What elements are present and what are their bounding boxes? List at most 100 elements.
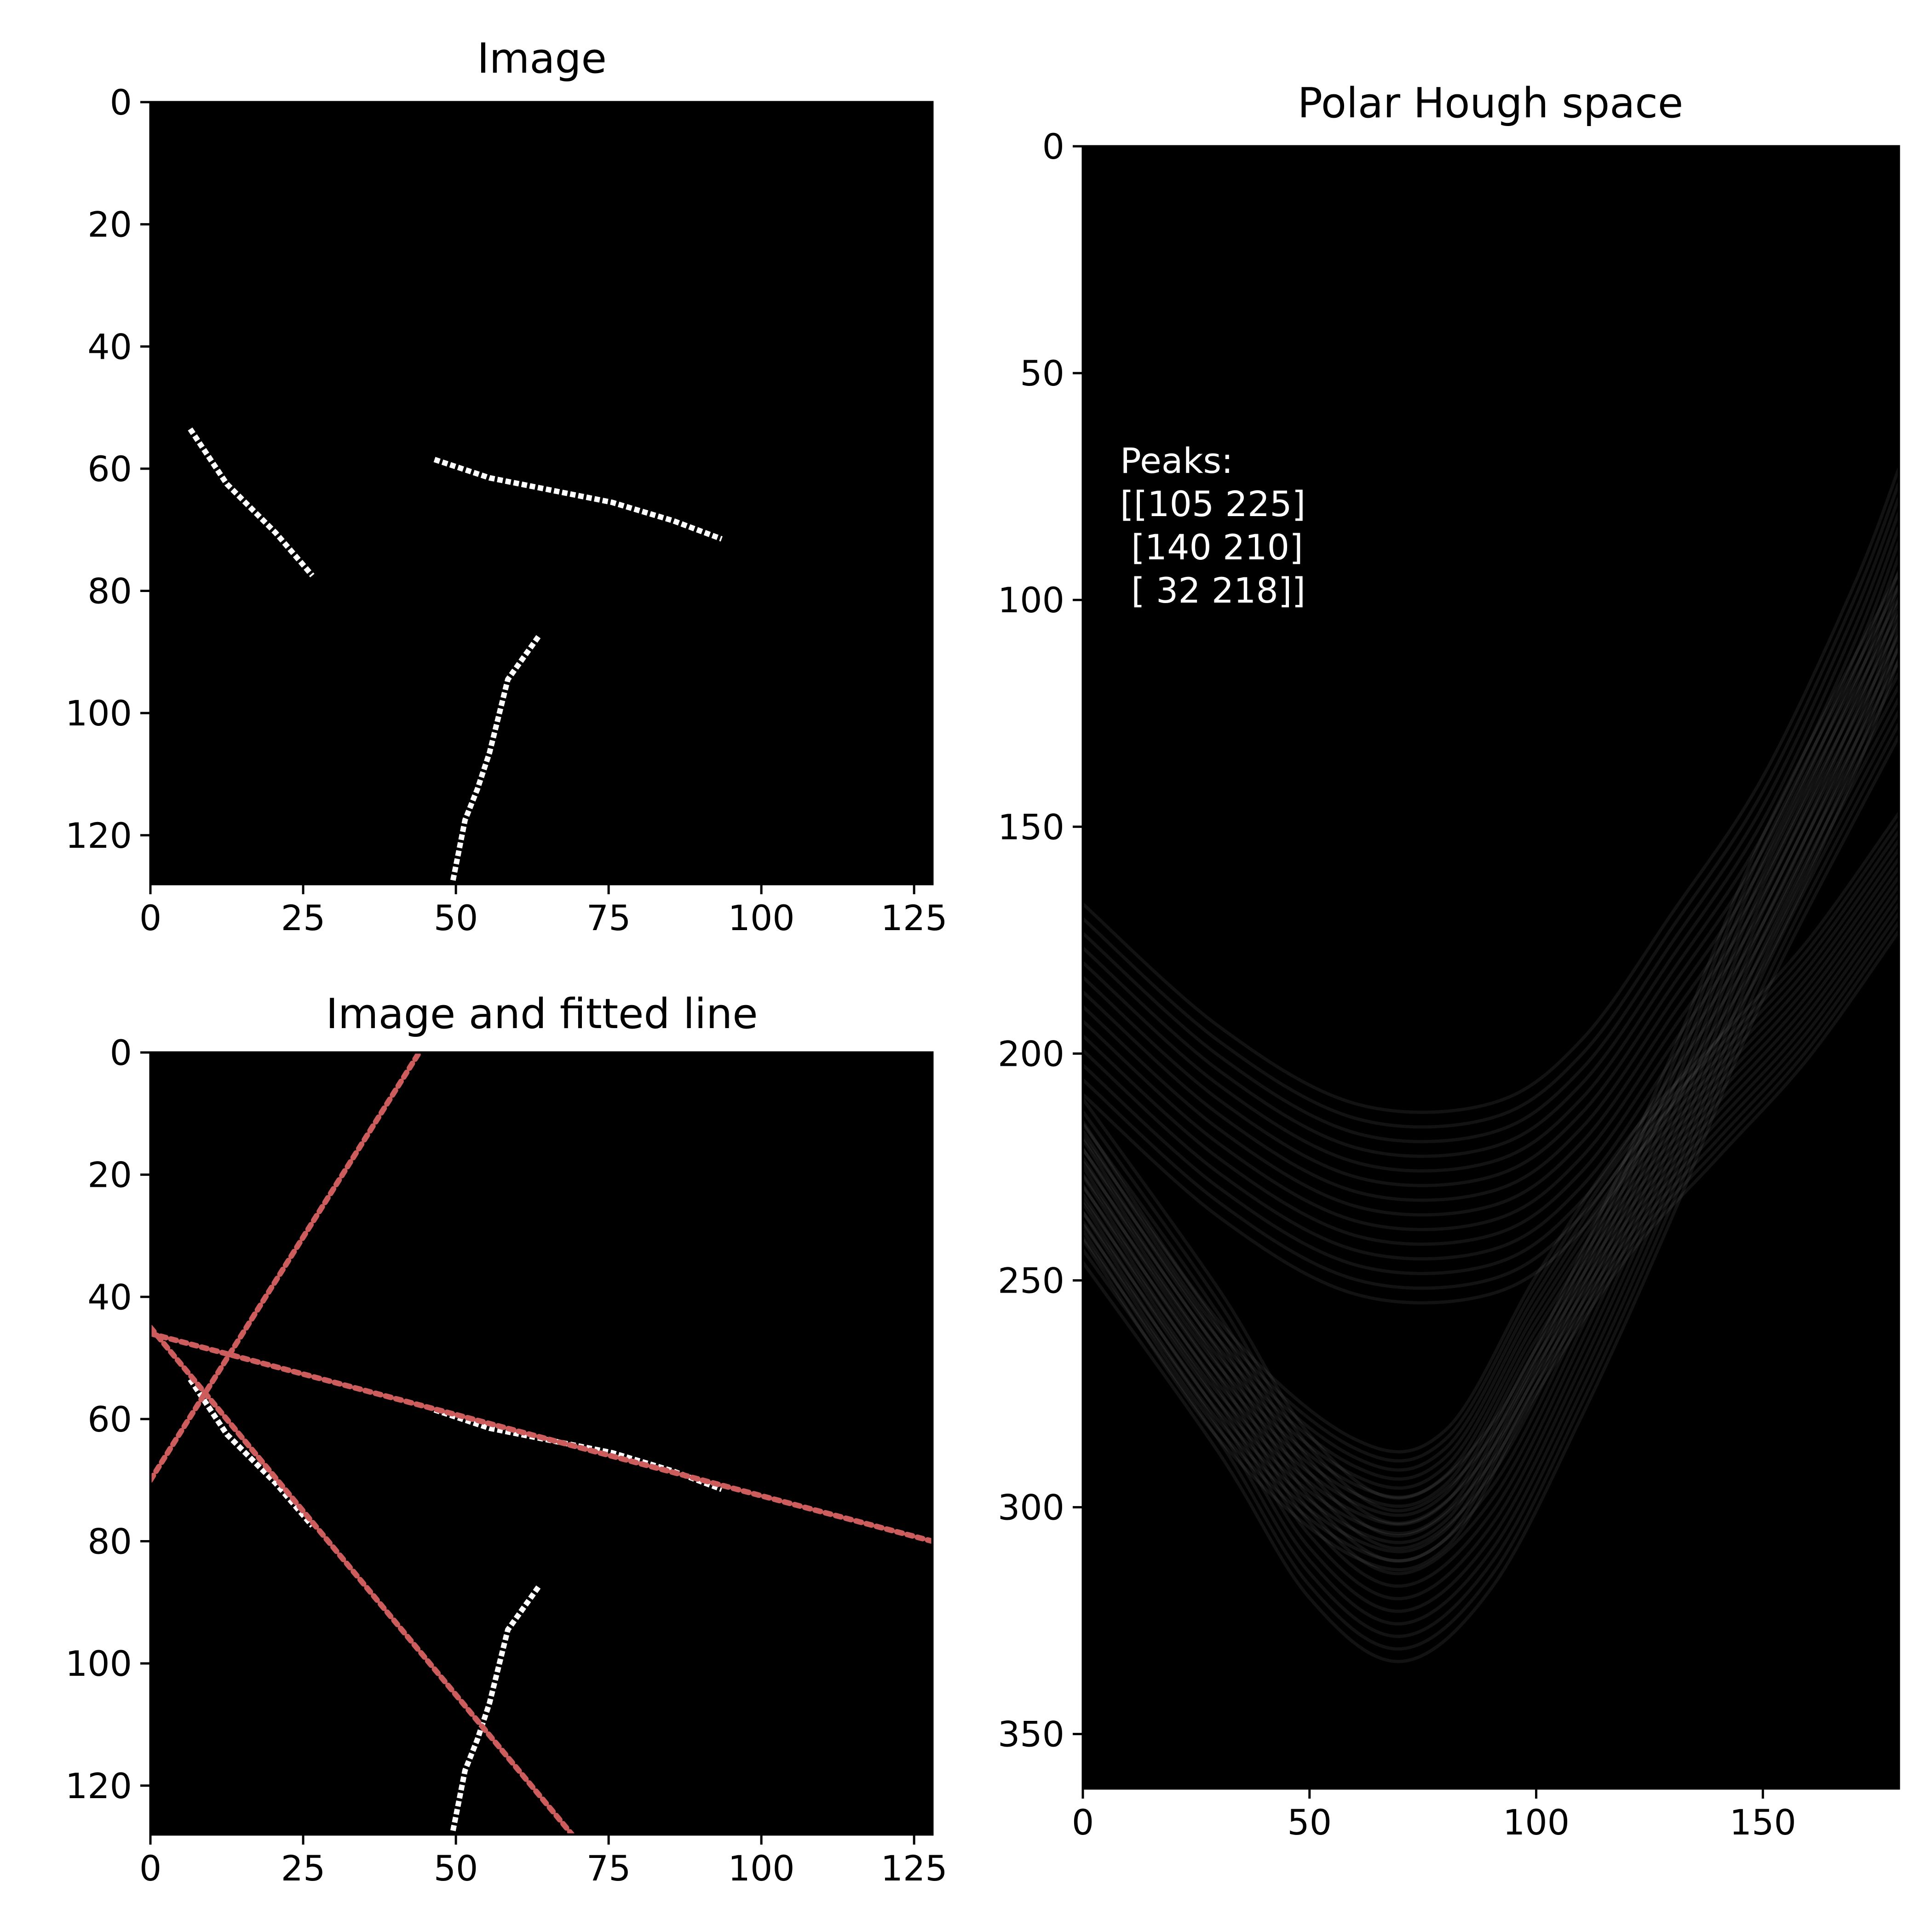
y-tick-label: 0 [110, 1032, 132, 1073]
fitted-line-3 [150, 1324, 575, 1834]
hough-curve [1083, 660, 1899, 1588]
hough-panel: Polar Hough space 0 50 100 150 0 50 100 150 200 2… [998, 79, 1900, 1843]
x-tick-label: 50 [434, 897, 478, 938]
hough-curve [1083, 541, 1899, 1187]
y-tick-label: 250 [998, 1260, 1064, 1301]
x-tick-label: 50 [1287, 1802, 1332, 1843]
y-tick-label: 50 [1020, 353, 1064, 394]
hough-panel-canvas [1083, 146, 1899, 1788]
x-tick-label: 125 [881, 1848, 948, 1889]
hough-curve [1083, 572, 1899, 1500]
hough-curve [1083, 710, 1899, 1638]
hough-curve [1083, 599, 1899, 1246]
x-tick-label: 25 [281, 1848, 326, 1889]
edge-segment-3 [450, 1585, 541, 1832]
image-panel-marks [188, 427, 723, 882]
x-tick-label: 125 [881, 897, 948, 938]
fitted-line-2 [150, 1330, 932, 1544]
hough-curve [1083, 622, 1899, 1550]
y-tick-label: 80 [87, 1521, 132, 1562]
y-tick-label: 60 [87, 1399, 132, 1440]
peaks-annotation-line-2: [[105 225] [1120, 483, 1305, 524]
hough-curve-band-2 [1083, 812, 1899, 1572]
hough-curve [1083, 812, 1899, 1454]
hough-curve [1083, 930, 1899, 1572]
hough-curve-band-1 [1083, 467, 1899, 1305]
hough-curve [1083, 644, 1899, 1290]
edge-segment-3 [450, 635, 541, 882]
hough-curve [1083, 658, 1899, 1305]
y-tick-label: 300 [998, 1487, 1064, 1528]
hough-curve [1083, 526, 1899, 1173]
hough-curve [1083, 556, 1899, 1202]
x-tick-label: 0 [1072, 1802, 1094, 1843]
fitted-line-panel-canvas [150, 1052, 932, 1834]
hough-curve [1083, 821, 1899, 1463]
hough-curve [1083, 857, 1899, 1499]
y-tick-label: 200 [998, 1033, 1064, 1074]
hough-curve [1083, 584, 1899, 1512]
y-tick-label: 0 [1042, 126, 1064, 167]
x-tick-label: 150 [1730, 1802, 1796, 1843]
hough-curve [1083, 672, 1899, 1600]
image-panel-title: Image [477, 34, 607, 83]
axes-frame [149, 101, 934, 886]
hough-curve [1083, 839, 1899, 1481]
hough-curve [1083, 875, 1899, 1517]
x-tick-label: 0 [139, 1848, 161, 1889]
y-tick-label: 20 [87, 204, 132, 245]
hough-panel-title: Polar Hough space [1298, 79, 1683, 127]
y-tick-label: 20 [87, 1155, 132, 1196]
x-tick-label: 25 [281, 897, 326, 938]
x-tick-label: 50 [434, 1848, 478, 1889]
edge-segment-1 [188, 427, 315, 578]
hough-curve [1083, 647, 1899, 1576]
x-tick-label: 100 [1503, 1802, 1570, 1843]
peaks-annotation-line-3: [140 210] [1120, 527, 1303, 568]
axes-frame [1081, 145, 1900, 1790]
x-tick-label: 100 [728, 1848, 795, 1889]
hough-curve [1083, 629, 1899, 1275]
y-tick-label: 60 [87, 448, 132, 489]
hough-curve [1083, 610, 1899, 1538]
y-tick-label: 100 [65, 693, 132, 734]
hough-panel-axes: 0 50 100 150 0 50 100 150 200 250 300 350 [998, 126, 1900, 1843]
hough-curve [1083, 497, 1899, 1144]
axes-frame [149, 1051, 934, 1836]
y-tick-label: 40 [87, 1276, 132, 1317]
hough-curve [1083, 912, 1899, 1553]
hough-curve [1083, 723, 1899, 1651]
image-panel: Image 0 25 50 75 100 125 0 20 40 60 80 100 120 [65, 34, 948, 938]
fitted-line-1 [150, 1052, 422, 1483]
hough-curve [1083, 735, 1899, 1663]
image-panel-axes: 0 25 50 75 100 125 0 20 40 60 80 100 120 [65, 82, 948, 938]
hough-curve [1083, 685, 1899, 1613]
hough-curve [1083, 482, 1899, 1129]
x-tick-label: 75 [586, 897, 631, 938]
y-tick-label: 150 [998, 806, 1064, 847]
y-tick-label: 100 [998, 580, 1064, 621]
hough-curve [1083, 697, 1899, 1626]
y-tick-label: 80 [87, 571, 132, 612]
peaks-annotation-line-4: [ 32 218]] [1120, 570, 1305, 611]
hough-curve [1083, 512, 1899, 1158]
x-tick-label: 0 [139, 897, 161, 938]
hough-curve [1083, 634, 1899, 1563]
x-tick-label: 75 [586, 1848, 631, 1889]
hough-curve [1083, 597, 1899, 1525]
y-tick-label: 120 [65, 815, 132, 856]
y-tick-label: 100 [65, 1643, 132, 1684]
hough-panel-marks [1083, 467, 1899, 1663]
peaks-annotation-line-1: Peaks: [1120, 440, 1233, 481]
hough-curve [1083, 921, 1899, 1563]
fitted-line-panel-title: Image and fitted line [326, 990, 758, 1038]
hough-curve [1083, 894, 1899, 1535]
hough-curve [1083, 867, 1899, 1508]
x-tick-label: 100 [728, 897, 795, 938]
hough-curve [1083, 848, 1899, 1490]
y-tick-label: 120 [65, 1765, 132, 1806]
hough-curve [1083, 614, 1899, 1261]
hough-curve [1083, 585, 1899, 1231]
y-tick-label: 40 [87, 326, 132, 367]
